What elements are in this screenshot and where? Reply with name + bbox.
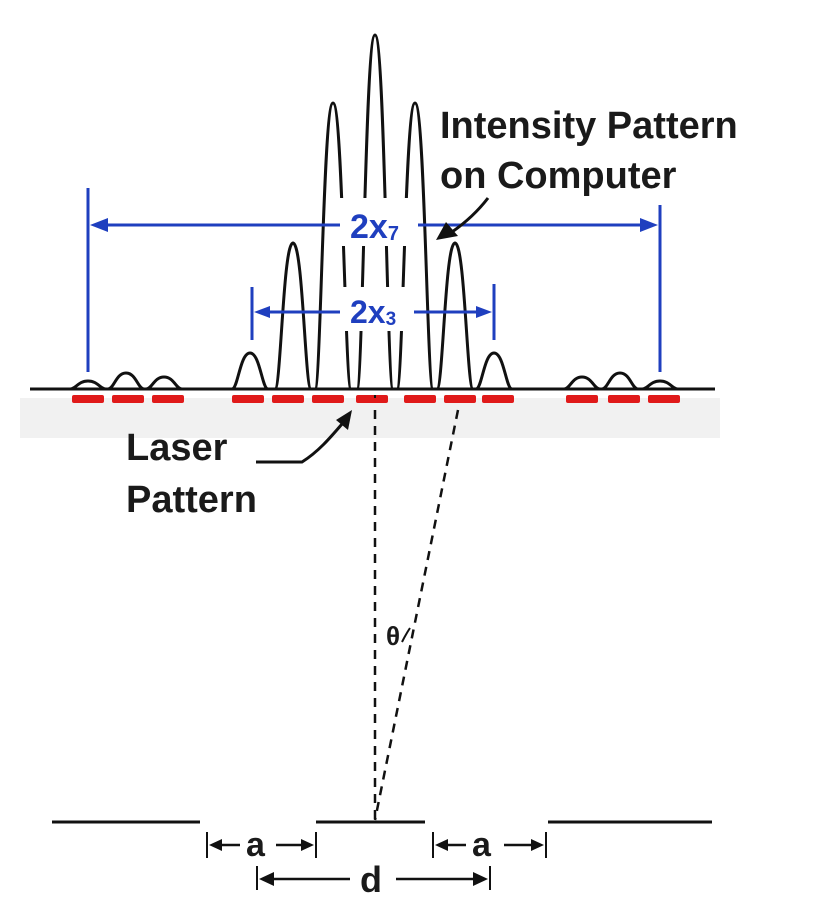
laser-pointer-arrowhead	[336, 410, 352, 430]
theta-arc	[401, 627, 411, 643]
inner-label-bg	[340, 287, 414, 331]
slit-separation: d	[256, 859, 491, 900]
inner-right-arrowhead	[476, 306, 492, 318]
laser-dash	[404, 395, 436, 403]
laser-dash	[648, 395, 680, 403]
slit-separation-label: d	[360, 859, 382, 900]
laser-dash	[444, 395, 476, 403]
laser-dash	[312, 395, 344, 403]
laser-dash	[272, 395, 304, 403]
laser-dash	[152, 395, 184, 403]
intensity-pointer-arrowhead	[436, 222, 458, 240]
intensity-pattern-curve	[30, 33, 715, 391]
laser-pattern-dashes	[72, 395, 680, 403]
outer-left-arrowhead	[90, 218, 108, 232]
laser-label-line1: Laser	[126, 427, 228, 469]
inner-left-arrowhead	[254, 306, 270, 318]
laser-dash	[112, 395, 144, 403]
left-slit-width: a	[206, 826, 317, 864]
laser-dash	[232, 395, 264, 403]
laser-dash	[356, 395, 388, 403]
angled-ray	[373, 409, 460, 821]
outer-label-bg	[340, 198, 418, 246]
intensity-label-line1: Intensity Pattern	[440, 105, 738, 147]
intensity-pointer-line	[451, 197, 490, 234]
outer-measure-label: 2x7	[350, 208, 399, 246]
right-slit-width-label: a	[472, 826, 492, 864]
laser-dash	[72, 395, 104, 403]
laser-dash	[608, 395, 640, 403]
theta-label: θ	[386, 621, 400, 651]
laser-pointer-line	[256, 423, 344, 464]
right-slit-width: a	[432, 826, 547, 864]
left-slit-width-label: a	[246, 826, 266, 864]
intensity-label-line2: on Computer	[440, 155, 677, 197]
laser-label-line2: Pattern	[126, 479, 257, 521]
laser-dash	[566, 395, 598, 403]
inner-measure-label: 2x3	[350, 294, 396, 330]
laser-dash	[482, 395, 514, 403]
screen-shadow	[20, 398, 720, 438]
outer-right-arrowhead	[640, 218, 658, 232]
